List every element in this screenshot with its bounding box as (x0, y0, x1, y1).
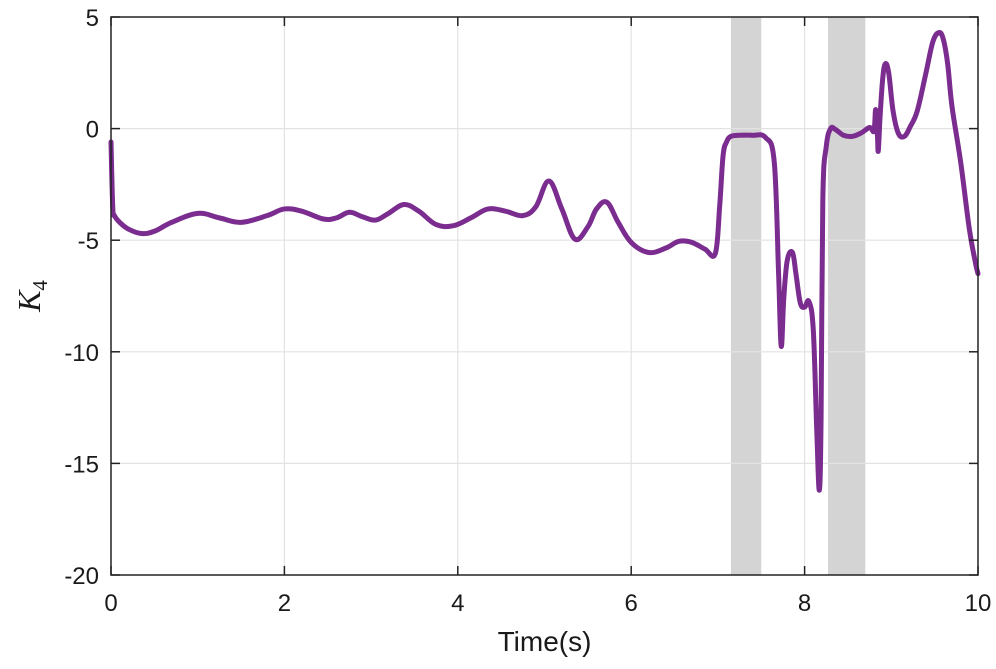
y-tick-label: -20 (64, 563, 99, 590)
x-tick-label: 0 (104, 590, 117, 617)
series-layer (108, 30, 981, 493)
shaded-interval-2 (828, 17, 866, 575)
x-tick-label: 8 (798, 590, 811, 617)
series-line-1 (108, 30, 981, 493)
y-tick-label: 0 (86, 117, 99, 144)
y-tick-label: -10 (64, 340, 99, 367)
shaded-interval-1 (730, 17, 762, 575)
y-axis-label-main: K (11, 289, 47, 313)
y-axis-label: K4 (11, 280, 52, 313)
shaded-intervals (730, 17, 866, 575)
y-axis-label-subscript: 4 (28, 280, 52, 291)
x-tick-label: 2 (278, 590, 291, 617)
x-tick-label: 10 (965, 590, 992, 617)
plot-frame (110, 16, 979, 576)
x-tick-label: 6 (625, 590, 638, 617)
y-tick-label: -15 (64, 451, 99, 478)
grid (111, 17, 978, 575)
y-tick-label: -5 (78, 228, 99, 255)
x-tick-label: 4 (451, 590, 464, 617)
y-tick-label: 5 (86, 5, 99, 32)
axis-ticks: 0 2 4 6 8 10 5 0 -5 -10 -15 -20 (64, 5, 991, 617)
x-axis-label: Time(s) (498, 626, 592, 657)
